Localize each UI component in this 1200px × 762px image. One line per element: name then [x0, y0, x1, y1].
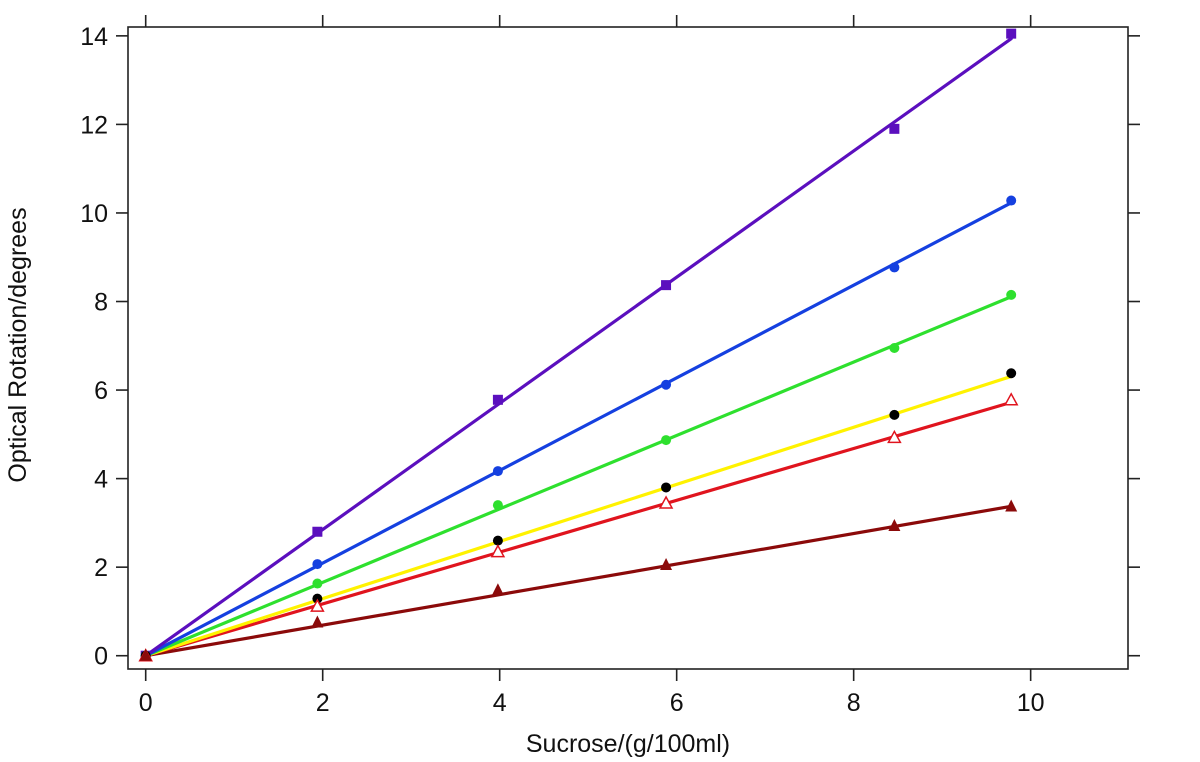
marker-dark-red	[888, 518, 901, 531]
marker-blue	[661, 379, 672, 390]
marker-red	[1003, 392, 1019, 406]
data-markers	[138, 28, 1019, 662]
marker-violet	[661, 280, 672, 291]
y-tick-label: 12	[80, 111, 108, 139]
marker-red	[310, 598, 325, 612]
marker-dark-red	[1005, 499, 1018, 512]
marker-green	[889, 343, 900, 353]
marker-violet	[1006, 28, 1017, 39]
x-tick-label: 6	[670, 689, 684, 717]
marker-violet	[492, 394, 503, 405]
marker-red	[658, 495, 674, 509]
axis-ticks: 0 2 4 6 8 10 0 2 4 6 8 10 12 14	[80, 15, 1140, 717]
marker-red	[490, 544, 506, 558]
fit-line-red	[144, 400, 1013, 658]
marker-violet	[312, 526, 323, 537]
plot-frame	[127, 26, 1129, 670]
x-tick-label: 4	[493, 689, 507, 717]
y-tick-label: 14	[80, 23, 108, 51]
marker-dark-red	[139, 648, 152, 661]
marker-blue	[889, 262, 900, 273]
marker-yellow	[661, 482, 672, 493]
marker-green	[661, 435, 672, 446]
marker-yellow	[1006, 368, 1017, 379]
marker-dark-red	[311, 615, 324, 628]
marker-red	[887, 429, 902, 444]
fit-line-green	[144, 295, 1013, 658]
y-tick-label: 10	[80, 200, 108, 228]
marker-yellow	[492, 535, 503, 546]
marker-green	[492, 500, 503, 511]
marker-blue	[312, 559, 323, 570]
marker-yellow	[889, 409, 900, 420]
marker-green	[1006, 289, 1017, 300]
x-tick-label: 10	[1017, 689, 1045, 717]
marker-blue	[492, 466, 503, 477]
y-tick-label: 8	[94, 289, 108, 317]
fit-lines	[144, 37, 1013, 658]
fit-line-violet	[144, 37, 1013, 658]
x-tick-label: 8	[847, 689, 861, 717]
y-tick-label: 6	[94, 377, 108, 405]
marker-dark-red	[491, 583, 504, 596]
x-axis-title: Sucrose/(g/100ml)	[526, 730, 730, 758]
marker-blue	[1006, 195, 1017, 206]
x-tick-label: 0	[139, 689, 153, 717]
x-tick-label: 2	[316, 689, 330, 717]
y-tick-label: 2	[94, 554, 108, 582]
marker-violet	[889, 123, 900, 134]
marker-dark-red	[660, 557, 673, 570]
fit-line-yellow	[144, 374, 1013, 658]
marker-green	[312, 578, 323, 589]
y-tick-label: 0	[94, 643, 108, 671]
fit-line-blue	[144, 201, 1013, 658]
y-tick-label: 4	[94, 466, 108, 494]
y-axis-title: Optical Rotation/degrees	[4, 207, 32, 482]
fit-line-dark-red	[144, 504, 1013, 658]
